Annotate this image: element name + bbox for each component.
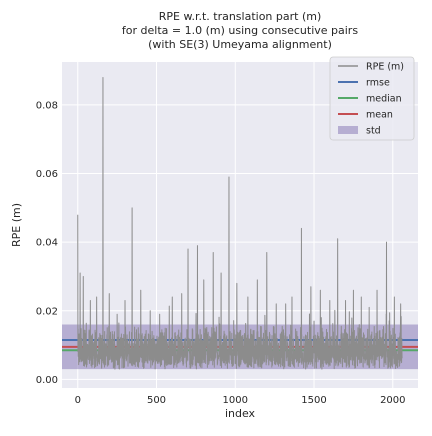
legend-label-rpe: RPE (m) <box>366 62 404 73</box>
x-tick-label: 500 <box>147 395 166 406</box>
x-tick-label: 1000 <box>223 395 248 406</box>
y-tick-labels: 0.00 0.02 0.04 0.06 0.08 <box>36 100 58 386</box>
y-tick-label: 0.02 <box>36 306 58 317</box>
legend-label-rmse: rmse <box>366 78 390 89</box>
chart-title-line-2: for delta = 1.0 (m) using consecutive pa… <box>122 24 358 37</box>
legend-label-std: std <box>366 126 381 137</box>
chart-title-line-3: (with SE(3) Umeyama alignment) <box>148 38 332 51</box>
series-line-rpe <box>77 76 403 370</box>
chart-title-line-1: RPE w.r.t. translation part (m) <box>159 10 322 23</box>
legend-box <box>329 56 415 141</box>
legend-label-median: median <box>366 94 402 105</box>
series-layer <box>77 76 403 370</box>
legend: RPE (m) rmse median mean std <box>329 56 415 141</box>
x-axis-label: index <box>225 407 256 420</box>
y-tick-label: 0.04 <box>36 238 58 249</box>
y-tick-label: 0.08 <box>36 100 58 111</box>
y-tick-label: 0.06 <box>36 169 58 180</box>
y-tick-label: 0.00 <box>36 375 58 386</box>
x-tick-label: 0 <box>75 395 81 406</box>
x-tick-label: 1500 <box>301 395 326 406</box>
legend-label-mean: mean <box>366 110 393 121</box>
x-tick-label: 2000 <box>380 395 405 406</box>
x-tick-labels: 0 500 1000 1500 2000 <box>75 395 406 406</box>
y-axis-label: RPE (m) <box>10 203 23 247</box>
legend-swatch-std <box>338 126 358 134</box>
